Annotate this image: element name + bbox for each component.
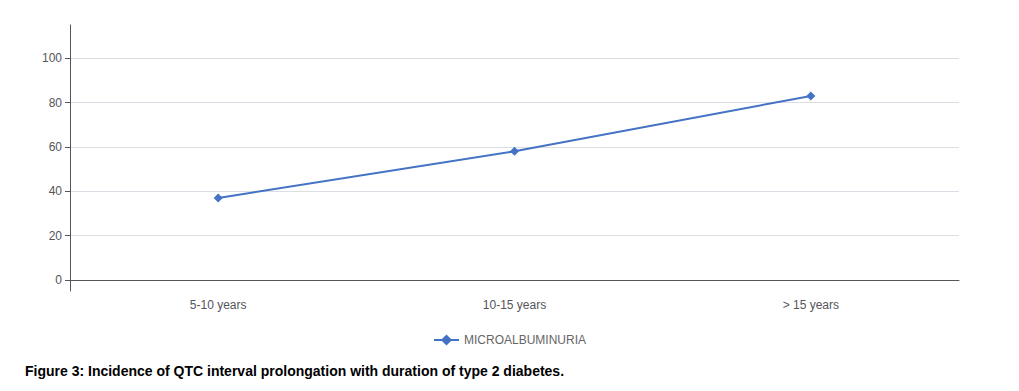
svg-text:5-10 years: 5-10 years (190, 298, 247, 312)
svg-text:100: 100 (42, 51, 62, 65)
svg-text:10-15 years: 10-15 years (483, 298, 546, 312)
svg-text:60: 60 (49, 140, 63, 154)
svg-text:MICROALBUMINURIA: MICROALBUMINURIA (464, 333, 586, 347)
svg-text:20: 20 (49, 229, 63, 243)
svg-text:Figure 3: Incidence of QTC int: Figure 3: Incidence of QTC interval prol… (25, 363, 564, 379)
svg-text:40: 40 (49, 184, 63, 198)
svg-text:80: 80 (49, 96, 63, 110)
svg-text:0: 0 (55, 273, 62, 287)
svg-text:> 15 years: > 15 years (783, 298, 839, 312)
